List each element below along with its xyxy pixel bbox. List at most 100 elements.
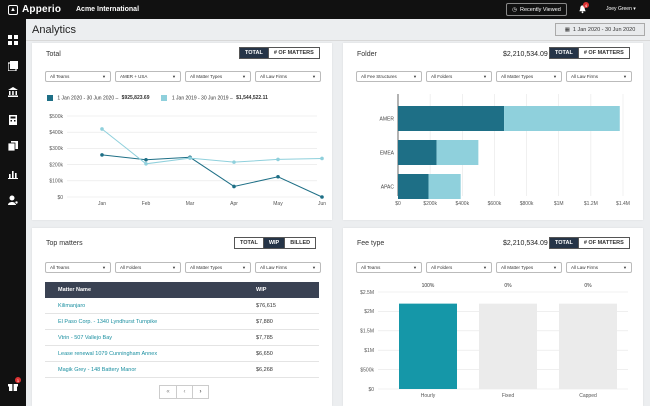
sidebar: 1 [0, 19, 26, 406]
bar-segment [398, 174, 429, 199]
legend-swatch [47, 95, 53, 101]
header-divider [26, 40, 650, 41]
total-card-toggle: TOTAL # OF MATTERS [239, 47, 320, 59]
chevron-down-icon: ▼ [102, 265, 106, 270]
documents-icon[interactable] [8, 61, 18, 71]
calculator-icon[interactable] [8, 115, 18, 125]
x-tick-label: $200k [423, 201, 437, 207]
app-logo[interactable]: ▲ Apperio [0, 4, 70, 15]
recently-viewed-button[interactable]: ◷ Recently Viewed [506, 3, 567, 16]
fee-structure-filter[interactable]: All Fee Structures ▼ [356, 71, 422, 82]
chevron-down-icon: ▼ [172, 265, 176, 270]
folder-filter[interactable]: All Folders ▼ [426, 71, 492, 82]
law-firm-filter-value: All Law Firms [571, 265, 599, 270]
x-tick-label: $0 [395, 201, 401, 207]
percent-label: 100% [422, 283, 435, 289]
percent-label: 0% [504, 283, 512, 289]
toggle-matters[interactable]: # OF MATTERS [267, 48, 319, 58]
law-firm-filter[interactable]: All Law Firms ▼ [566, 71, 632, 82]
chevron-down-icon: ▼ [483, 74, 487, 79]
folder-filter[interactable]: All Folders ▼ [426, 262, 492, 273]
folder-filter[interactable]: All Folders ▼ [115, 262, 181, 273]
column-header-matter-name[interactable]: Matter Name [58, 287, 92, 293]
calendar-icon: ▦ [564, 26, 570, 33]
notification-badge: 4 [583, 2, 589, 8]
x-tick-label: $400k [455, 201, 469, 207]
toggle-total[interactable]: TOTAL [240, 240, 258, 246]
legend-amount: $925,823.69 [121, 95, 150, 102]
law-firm-filter[interactable]: All Law Firms ▼ [566, 262, 632, 273]
table-row: Kilimanjaro $76,615 [45, 298, 319, 314]
next-page-button[interactable]: › [192, 386, 208, 398]
toggle-total[interactable]: TOTAL [240, 48, 268, 58]
matter-type-filter[interactable]: All Matter Types ▼ [496, 262, 562, 273]
x-tick-label: Jan [98, 201, 106, 207]
x-tick-label: $600k [488, 201, 502, 207]
logo-icon: ▲ [8, 4, 18, 15]
matter-link[interactable]: Magik Grey - 148 Battery Manor [58, 366, 137, 373]
data-point [144, 157, 148, 162]
analytics-icon[interactable] [8, 169, 18, 179]
law-firm-filter-value: All Law Firms [571, 74, 599, 79]
x-tick-label: May [273, 201, 283, 207]
team-filter[interactable]: All Teams ▼ [45, 71, 111, 82]
law-firm-filter[interactable]: All Law Firms ▼ [255, 71, 321, 82]
user-menu[interactable]: Joey Green ▾ [606, 6, 636, 12]
y-tick-label: $500k [49, 114, 63, 120]
date-range-picker[interactable]: ▦ 1 Jan 2020 - 30 Jun 2020 [555, 23, 645, 36]
toggle-matters[interactable]: # OF MATTERS [577, 238, 629, 248]
folder-bar-chart: $0 $200k $400k $600k $800k $1M $1.2M $1.4M AMER E… [380, 94, 630, 207]
legend-range: 1 Jan 2019 - 30 Jun 2019 [171, 95, 229, 102]
total-card-title: Total [46, 51, 61, 58]
gift-icon[interactable] [8, 381, 18, 391]
files-icon[interactable] [8, 141, 18, 151]
bar-segment [398, 140, 437, 165]
x-tick-label: $800k [520, 201, 534, 207]
first-page-button[interactable]: « [166, 389, 170, 395]
page-title: Analytics [32, 24, 77, 36]
fee-type-amount: $2,210,534.09 [503, 240, 548, 247]
bar-background [479, 303, 537, 389]
series-line [101, 154, 323, 198]
y-tick-label: AMER [380, 117, 395, 123]
toggle-matters[interactable]: # OF MATTERS [577, 48, 629, 58]
matter-link[interactable]: Vtrin - 507 Vallejo Bay [58, 334, 113, 341]
user-settings-icon[interactable] [8, 195, 18, 205]
data-point [320, 156, 324, 161]
team-filter-value: All Teams [50, 265, 70, 270]
matter-type-filter[interactable]: All Matter Types ▼ [496, 71, 562, 82]
dashboard-icon[interactable] [8, 35, 18, 45]
matter-link[interactable]: El Paso Corp. - 1340 Lyndhurst Turnpike [58, 318, 158, 325]
brand-name: Apperio [22, 4, 62, 15]
law-firm-filter[interactable]: All Law Firms ▼ [255, 262, 321, 273]
y-tick-label: $1.5M [360, 329, 374, 335]
matter-type-filter[interactable]: All Matter Types ▼ [185, 262, 251, 273]
matter-link[interactable]: Lease renewal 1079 Cunningham Annex [58, 350, 158, 357]
toggle-total[interactable]: TOTAL [550, 238, 578, 248]
team-filter[interactable]: All Teams ▼ [356, 262, 422, 273]
column-header-wip[interactable]: WIP [256, 287, 267, 293]
chevron-down-icon: ▼ [413, 74, 417, 79]
sidebar-badge: 1 [15, 377, 21, 383]
prev-page-button[interactable]: ‹ [176, 386, 192, 398]
chevron-down-icon: ▼ [553, 265, 557, 270]
toggle-billed[interactable]: BILLED [284, 238, 315, 248]
matter-wip: $6,268 [256, 366, 273, 373]
data-point [100, 153, 104, 157]
bank-icon[interactable] [8, 87, 18, 97]
y-tick-label: $100k [49, 179, 63, 185]
team-filter[interactable]: All Teams ▼ [45, 262, 111, 273]
chevron-down-icon: ▼ [623, 74, 627, 79]
table-row: Lease renewal 1079 Cunningham Annex $6,65… [45, 346, 319, 362]
legend-item-previous[interactable]: 1 Jan 2019 - 30 Jun 2019 – $1,544,522.11 [161, 95, 268, 102]
legend-item-current[interactable]: 1 Jan 2020 - 30 Jun 2020 – $925,823.69 [47, 95, 149, 101]
top-matters-toggle: TOTAL WIP BILLED [234, 237, 317, 249]
chevron-down-icon: ▼ [102, 74, 106, 79]
region-filter[interactable]: AMER + USA ▼ [115, 71, 181, 82]
toggle-wip[interactable]: WIP [262, 238, 285, 248]
x-tick-label: Hourly [421, 393, 436, 399]
toggle-total[interactable]: TOTAL [550, 48, 578, 58]
matter-link[interactable]: Kilimanjaro [58, 302, 86, 309]
matter-type-filter[interactable]: All Matter Types ▼ [185, 71, 251, 82]
y-tick-label: EMEA [380, 151, 395, 157]
